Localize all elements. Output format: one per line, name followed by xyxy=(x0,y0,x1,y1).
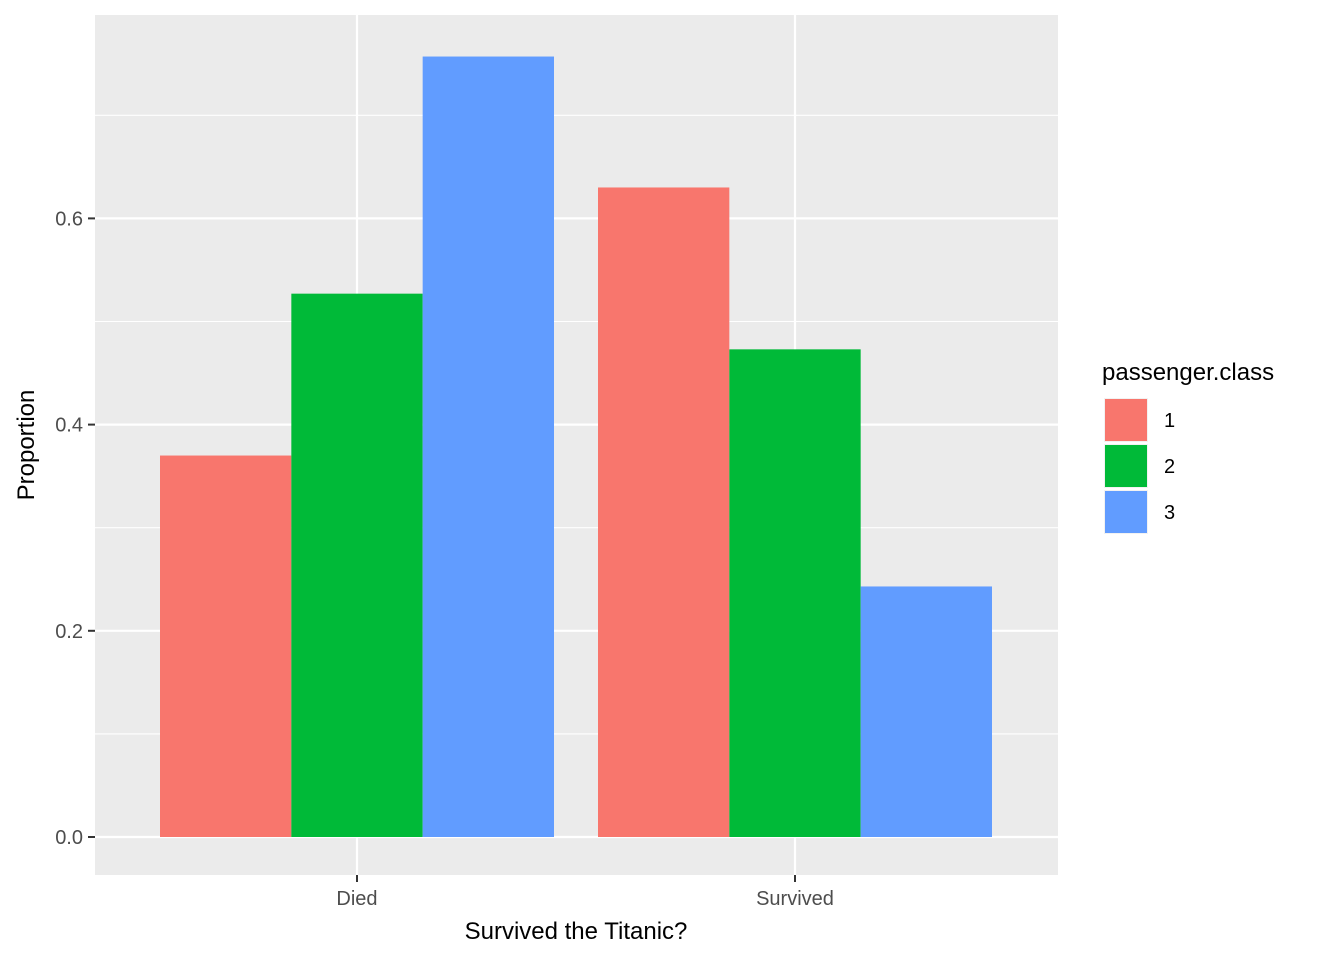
bars xyxy=(160,56,992,838)
legend-title: passenger.class xyxy=(1102,359,1274,386)
y-tick-label: 0.0 xyxy=(55,827,83,849)
legend: passenger.class 1 2 3 xyxy=(1102,359,1274,534)
bar-died-class-3 xyxy=(422,56,554,837)
x-axis: Died Survived xyxy=(336,875,834,910)
y-axis-title: Proportion xyxy=(13,390,40,501)
bar-died-class-2 xyxy=(291,293,423,838)
bar-survived-class-1 xyxy=(598,187,730,838)
bar-died-class-1 xyxy=(160,455,292,837)
x-axis-title: Survived the Titanic? xyxy=(465,918,688,945)
legend-key-swatch xyxy=(1105,445,1147,487)
legend-label: 3 xyxy=(1164,502,1175,524)
legend-key-swatch xyxy=(1105,491,1147,533)
y-tick-label: 0.2 xyxy=(55,621,83,643)
legend-label: 2 xyxy=(1164,456,1175,478)
y-tick-label: 0.4 xyxy=(55,415,83,437)
legend-key-swatch xyxy=(1105,399,1147,441)
x-tick-label: Died xyxy=(336,888,377,910)
legend-label: 1 xyxy=(1164,410,1175,432)
y-tick-label: 0.6 xyxy=(55,208,83,230)
y-axis: 0.0 0.2 0.4 0.6 xyxy=(55,208,95,849)
x-tick-label: Survived xyxy=(756,888,834,910)
bar-survived-class-3 xyxy=(860,586,992,837)
bar-survived-class-2 xyxy=(729,349,861,837)
